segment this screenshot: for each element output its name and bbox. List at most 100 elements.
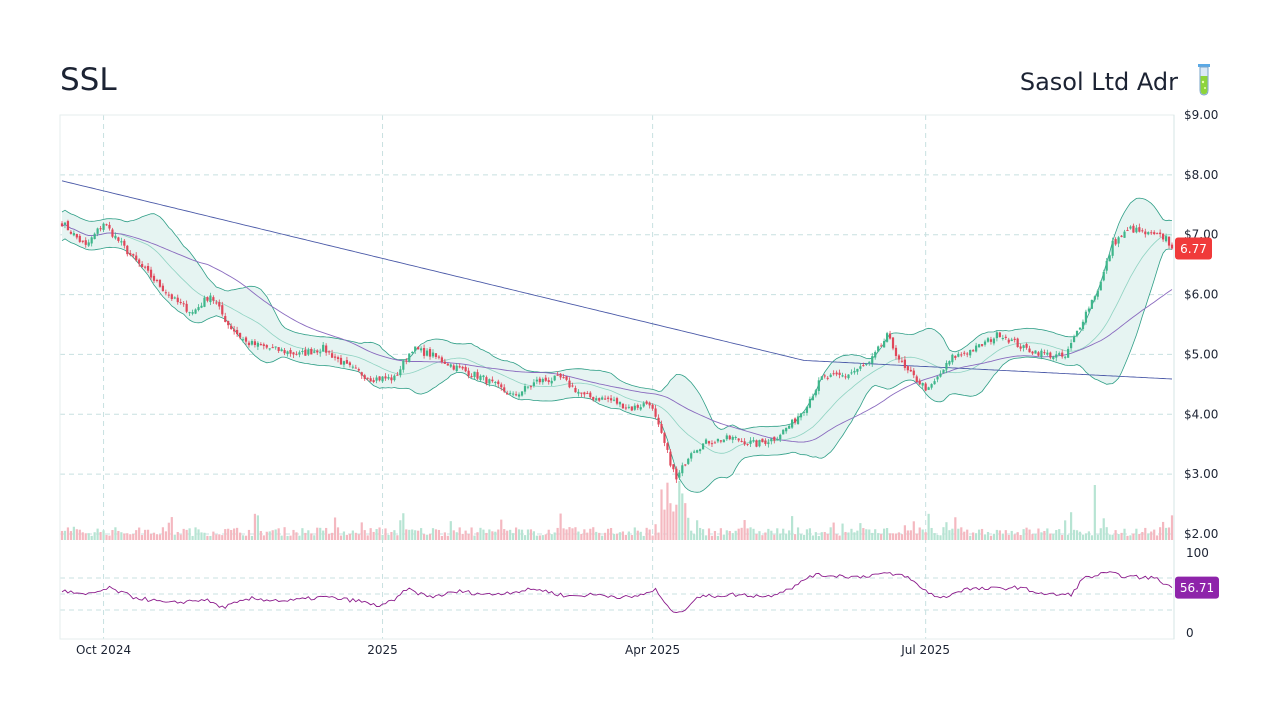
volume-bar — [105, 534, 108, 540]
candle-body — [105, 224, 108, 226]
candle-body — [316, 350, 319, 353]
volume-bar — [897, 532, 901, 540]
volume-bar — [612, 533, 616, 540]
volume-bar — [108, 535, 111, 540]
candle-body — [847, 374, 850, 379]
candle-body — [1099, 281, 1102, 291]
volume-bar — [942, 527, 945, 540]
candle-body — [1049, 352, 1052, 358]
candle-body — [743, 441, 746, 445]
candle-body — [443, 361, 446, 364]
volume-bar — [701, 529, 705, 540]
candle-body — [604, 398, 607, 400]
candle-body — [538, 378, 541, 383]
candle-body — [986, 338, 990, 342]
volume-bar — [123, 533, 126, 540]
candle-body — [1156, 233, 1159, 235]
candle-body — [811, 396, 814, 401]
volume-bar — [568, 527, 571, 540]
volume-bar — [408, 529, 411, 540]
candle-body — [351, 366, 354, 368]
y-tick-label: $8.00 — [1184, 168, 1218, 182]
volume-bar — [363, 530, 366, 540]
volume-bar — [606, 528, 610, 540]
candle-body — [897, 355, 901, 360]
candle-body — [1117, 237, 1120, 244]
x-tick-label: Jul 2025 — [900, 643, 950, 657]
candle-body — [814, 390, 817, 396]
candle-body — [102, 223, 105, 230]
volume-bar — [1043, 530, 1046, 540]
test-tube-icon — [1198, 64, 1210, 96]
volume-bar — [654, 524, 657, 540]
candle-body — [218, 302, 221, 307]
candle-body — [286, 351, 289, 355]
volume-bar — [402, 513, 405, 540]
volume-bar — [1028, 529, 1031, 540]
volume-bar — [1132, 533, 1135, 540]
candle-body — [372, 380, 375, 382]
volume-bar — [238, 532, 242, 540]
volume-bar — [336, 527, 340, 540]
volume-bar — [900, 534, 904, 540]
candle-body — [856, 368, 859, 372]
volume-bar — [636, 530, 639, 540]
volume-bar — [482, 529, 485, 540]
candle-body — [1135, 227, 1138, 233]
volume-bar — [799, 534, 803, 540]
volume-bar — [289, 535, 292, 540]
volume-bar — [785, 533, 788, 540]
candle-body — [983, 341, 987, 345]
volume-bar — [865, 529, 868, 540]
volume-bar — [1025, 527, 1028, 540]
volume-bar — [823, 531, 826, 540]
candle-body — [966, 353, 969, 355]
volume-bar — [313, 535, 316, 540]
volume-bar — [1019, 534, 1022, 540]
candle-body — [464, 367, 467, 372]
candle-body — [1013, 338, 1016, 340]
volume-bar — [788, 530, 791, 540]
candle-body — [259, 344, 262, 346]
y-tick-label: $3.00 — [1184, 467, 1218, 481]
candle-body — [871, 356, 874, 364]
candle-body — [176, 297, 179, 303]
volume-bar — [862, 528, 865, 540]
candle-body — [693, 451, 696, 453]
volume-bar — [63, 530, 67, 540]
candle-body — [642, 403, 645, 407]
volume-bar — [96, 528, 99, 540]
candle-body — [149, 269, 153, 278]
ticker-title: SSL — [60, 62, 117, 98]
candle-body — [571, 385, 574, 387]
candle-body — [126, 245, 129, 255]
volume-bar — [538, 535, 541, 540]
bollinger-bands — [61, 197, 1173, 493]
volume-bar — [1150, 531, 1153, 540]
candle-body — [752, 440, 755, 442]
candle-body — [396, 374, 399, 376]
volume-bar — [1064, 520, 1067, 540]
candle-body — [1126, 229, 1129, 231]
volume-bar — [888, 533, 892, 540]
volume-bar — [983, 534, 987, 540]
volume-bar — [1061, 535, 1064, 540]
volume-bar — [354, 532, 357, 540]
y-tick-label: $5.00 — [1184, 347, 1218, 361]
candle-body — [517, 394, 521, 397]
volume-bar — [764, 532, 767, 540]
volume-bar — [316, 527, 319, 540]
candle-body — [135, 255, 138, 261]
volume-bar — [455, 532, 458, 540]
volume-bar — [81, 532, 84, 540]
candle-body — [960, 354, 963, 356]
volume-bar — [565, 529, 568, 540]
volume-bar — [443, 532, 446, 540]
volume-bar — [241, 535, 245, 540]
volume-bar — [627, 531, 630, 540]
volume-bar — [224, 529, 227, 540]
volume-bar — [517, 529, 521, 540]
y-tick-label: $9.00 — [1184, 108, 1218, 122]
candle-body — [108, 224, 111, 229]
candle-body — [434, 353, 438, 357]
